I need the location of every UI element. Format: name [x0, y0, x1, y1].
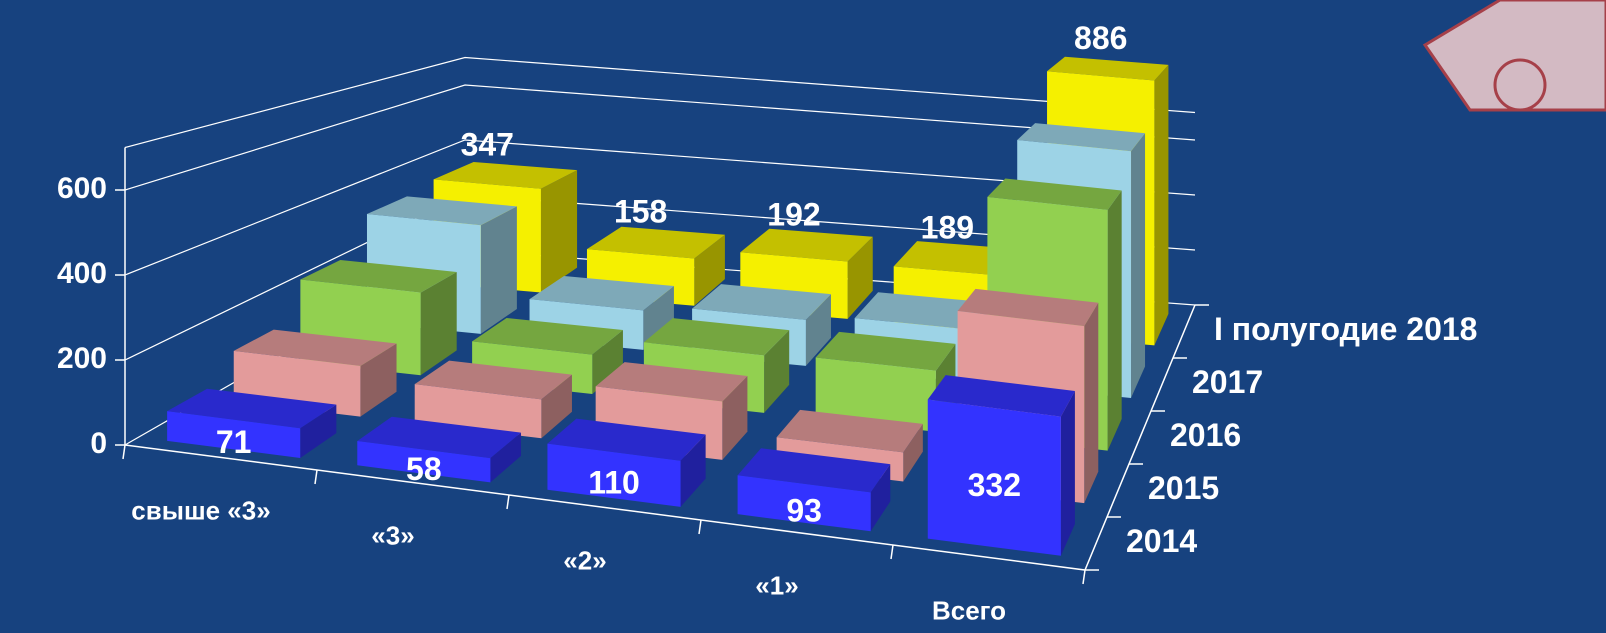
- bar-top: [815, 331, 956, 371]
- bar-top: [643, 318, 790, 356]
- y-tick-label: 400: [57, 257, 107, 290]
- bar-side: [847, 236, 873, 319]
- bar-front: [547, 443, 681, 507]
- data-label: 110: [588, 465, 640, 501]
- legend-label: 2016: [1170, 417, 1241, 453]
- bar-top: [529, 275, 674, 311]
- bar-top: [957, 288, 1099, 327]
- logo: [1422, 0, 1606, 112]
- bar-top: [586, 226, 725, 259]
- bar-side: [1154, 64, 1169, 346]
- legend-label: I полугодие 2018: [1214, 311, 1477, 347]
- bar: [927, 375, 1075, 556]
- data-label: 93: [786, 493, 822, 529]
- bar-side: [490, 432, 521, 483]
- bar-top: [233, 329, 397, 367]
- bar-side: [540, 170, 578, 293]
- bar: [815, 331, 956, 432]
- bar-front: [815, 357, 936, 432]
- bar-top: [854, 292, 989, 330]
- bar-top: [366, 196, 517, 226]
- bar-side: [870, 464, 891, 532]
- bar-side: [360, 343, 397, 417]
- x-tick: [506, 494, 510, 510]
- data-label: 158: [614, 194, 667, 230]
- bar-side: [300, 404, 337, 458]
- x-tick-label: Всего: [932, 595, 1006, 625]
- bar-side: [722, 376, 748, 460]
- bar-side: [1060, 391, 1075, 556]
- bar-side: [1084, 302, 1099, 504]
- data-label: 332: [968, 467, 1021, 503]
- x-tick-label: «2»: [563, 545, 606, 575]
- bar-side: [1107, 190, 1122, 451]
- bar-side: [694, 234, 725, 306]
- bar-side: [541, 374, 572, 439]
- bar-top: [927, 375, 1075, 417]
- data-label: 71: [216, 424, 252, 460]
- data-label: 58: [406, 451, 442, 487]
- bar-side: [680, 434, 706, 507]
- data-label: 347: [461, 127, 514, 163]
- bar: [167, 388, 337, 458]
- bar-side: [480, 206, 517, 334]
- bar-side: [805, 294, 831, 366]
- bar-top: [595, 362, 748, 402]
- grid-line: [124, 139, 1196, 276]
- bar: [414, 360, 572, 439]
- bar-side: [903, 423, 923, 482]
- bar-top: [737, 448, 891, 493]
- y-tick-label: 200: [57, 342, 107, 375]
- bar-front: [927, 399, 1061, 556]
- bar-side: [643, 286, 674, 350]
- x-tick-label: «1»: [755, 570, 798, 600]
- grid-line: [124, 84, 1196, 191]
- x-tick: [698, 519, 702, 535]
- x-tick-label: «3»: [371, 520, 414, 550]
- bar-top: [1047, 56, 1169, 81]
- bar-top: [414, 360, 572, 400]
- bar: [737, 448, 891, 532]
- data-label: 886: [1074, 20, 1127, 56]
- x-tick-label: свыше «3»: [131, 495, 270, 525]
- bar-top: [1017, 123, 1146, 152]
- bar-top: [300, 259, 457, 293]
- bar-top: [357, 416, 521, 459]
- bar-top: [692, 284, 831, 320]
- x-tick: [1082, 569, 1086, 585]
- bar: [357, 416, 521, 483]
- y-tick-label: 600: [57, 172, 107, 205]
- bar-side: [764, 330, 790, 413]
- bar-top: [167, 388, 337, 429]
- bar-top: [740, 228, 873, 262]
- data-label: 189: [921, 210, 974, 246]
- bar-side: [420, 271, 457, 376]
- legend-label: 2014: [1126, 523, 1197, 559]
- x-tick: [122, 444, 126, 460]
- bar: [547, 418, 706, 507]
- bar-top: [472, 318, 623, 355]
- bar-front: [737, 475, 871, 532]
- x-tick: [890, 544, 894, 560]
- bar-side: [1131, 133, 1146, 398]
- bar-top: [433, 162, 578, 189]
- x-tick: [314, 469, 318, 485]
- y-tick-label: 0: [90, 427, 107, 460]
- wall-edge: [124, 56, 1196, 149]
- bar-front: [167, 411, 301, 458]
- bar-front: [357, 441, 491, 483]
- bar-top: [547, 418, 706, 461]
- data-label: 192: [767, 196, 820, 232]
- bar-side: [592, 330, 623, 395]
- bar-top: [987, 178, 1122, 211]
- legend-label: 2015: [1148, 470, 1219, 506]
- legend-label: 2017: [1192, 364, 1263, 400]
- bar-top: [776, 409, 923, 453]
